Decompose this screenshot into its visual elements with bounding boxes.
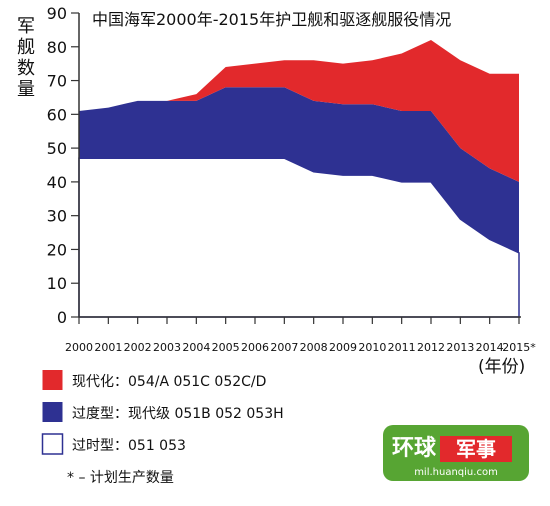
y-tick-label: 30 — [47, 207, 67, 226]
x-tick-label: 2007 — [270, 341, 298, 354]
y-axis-label-char: 量 — [17, 79, 35, 100]
area-series-3 — [79, 40, 519, 182]
x-tick-label: 2015* — [502, 341, 536, 354]
watermark-brand-b: 军事 — [456, 437, 496, 461]
watermark-brand-a: 环球 — [392, 436, 437, 461]
x-tick-label: 2013 — [446, 341, 474, 354]
x-tick-label: 2011 — [388, 341, 416, 354]
x-tick-label: 2010 — [358, 341, 386, 354]
y-tick-label: 70 — [47, 72, 67, 91]
watermark-url: mil.huanqiu.com — [414, 467, 498, 478]
x-tick-label: 2012 — [417, 341, 445, 354]
legend-label: 过时型：051 053 — [72, 438, 186, 454]
x-tick-label: 2004 — [182, 341, 210, 354]
x-tick-label: 2009 — [329, 341, 357, 354]
chart-title: 中国海军2000年-2015年护卫舰和驱逐舰服役情况 — [92, 10, 451, 29]
y-tick-label: 10 — [47, 274, 67, 293]
legend-label: 过度型：现代级 051B 052 053H — [72, 406, 284, 422]
x-tick-label: 2000 — [65, 341, 93, 354]
area-series-2 — [79, 87, 519, 253]
x-tick-labels: 2000 2001 2002 2003 2004 2005 2006 2007 2008 2009… — [65, 341, 536, 354]
x-tick-label: 2005 — [212, 341, 240, 354]
x-tick-label: 2002 — [124, 341, 152, 354]
y-axis-label-char: 舰 — [17, 37, 35, 58]
plot-areas — [78, 40, 520, 318]
watermark-logo: 环球 军事 mil.huanqiu.com — [383, 425, 529, 481]
legend-swatch — [41, 433, 64, 455]
legend-swatch — [42, 370, 63, 390]
y-tick-label: 60 — [47, 105, 67, 124]
y-tick-label: 50 — [47, 139, 67, 158]
x-tick-label: 2006 — [241, 341, 269, 354]
axes — [71, 12, 521, 324]
y-tick-labels: 0 10 20 30 40 50 60 70 80 90 — [47, 4, 67, 327]
x-tick-label: 2001 — [94, 341, 122, 354]
y-axis-label-char: 数 — [17, 58, 35, 79]
y-tick-label: 80 — [47, 38, 67, 57]
legend-swatch — [42, 402, 63, 422]
y-axis-label-char: 军 — [17, 16, 35, 37]
y-tick-label: 40 — [47, 173, 67, 192]
y-tick-label: 0 — [57, 308, 67, 327]
x-tick-label: 2014 — [476, 341, 504, 354]
legend-label: 现代化：054/A 051C 052C/D — [72, 374, 266, 390]
x-tick-label: 2008 — [300, 341, 328, 354]
y-tick-label: 90 — [47, 4, 67, 23]
footnote: * – 计划生产数量 — [67, 470, 174, 486]
x-tick-label: 2003 — [153, 341, 181, 354]
y-tick-label: 20 — [47, 240, 67, 259]
x-axis-label: (年份) — [478, 357, 525, 377]
legend: 现代化：054/A 051C 052C/D 过度型：现代级 051B 052 05… — [41, 370, 284, 455]
